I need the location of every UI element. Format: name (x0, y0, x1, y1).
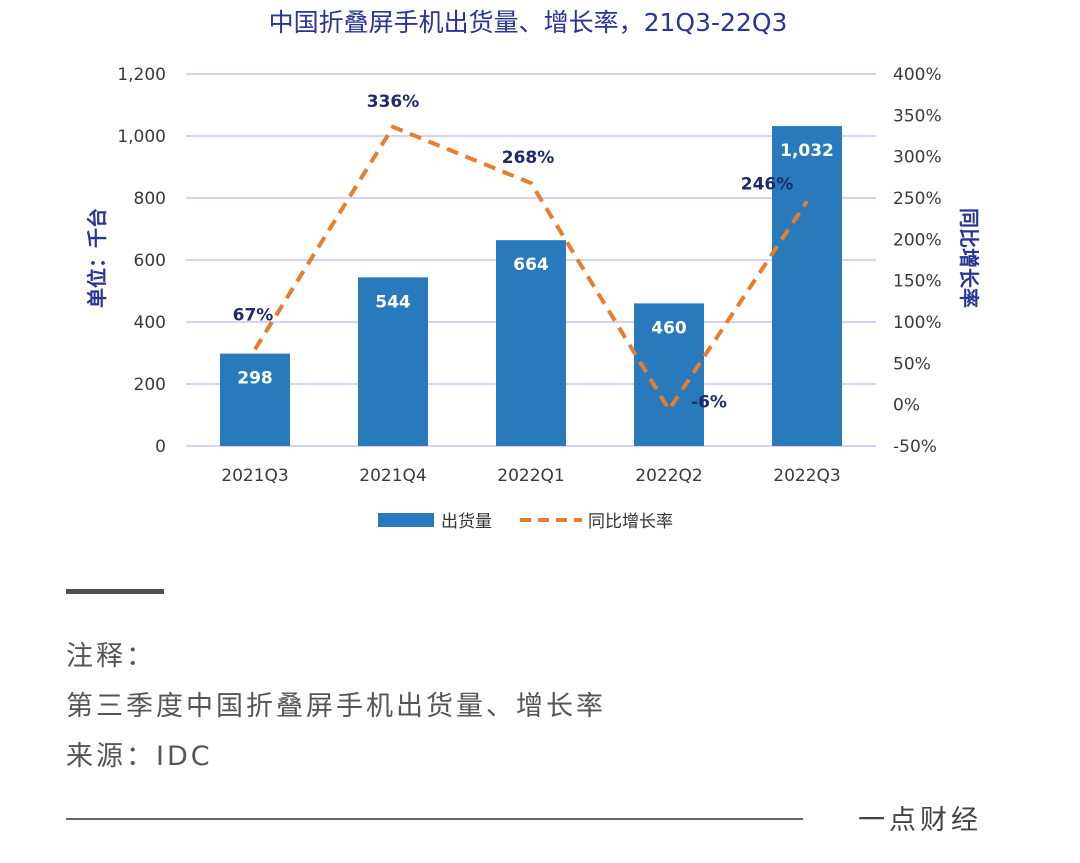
y-tick-label: 0 (155, 437, 166, 457)
line-series: 67% 336% 268% -6% 246% (233, 92, 809, 414)
y-tick-label: 600 (134, 251, 166, 271)
y-axis-right: -50% 0% 50% 100% 150% 200% 250% 300% 350% 400% (893, 65, 942, 457)
bar-series: 298 544 664 460 1,032 (220, 126, 842, 446)
notes-block: 注释： 第三季度中国折叠屏手机出货量、增长率 来源：IDC (66, 632, 606, 782)
line-data-label: 67% (233, 305, 274, 325)
y-axis-title: 单位：千台 (85, 208, 109, 308)
y2-tick-label: 250% (893, 189, 942, 209)
x-tick-label: 2022Q2 (635, 466, 702, 486)
line-data-label: 336% (367, 92, 420, 112)
bar-data-label: 544 (375, 292, 411, 312)
divider-long (66, 818, 803, 820)
y-tick-label: 1,000 (117, 127, 166, 147)
bar (220, 353, 290, 446)
bar-data-label: 1,032 (780, 141, 834, 161)
bar (634, 303, 704, 446)
x-tick-label: 2022Q1 (497, 466, 564, 486)
bar (496, 240, 566, 446)
x-tick-label: 2021Q3 (221, 466, 288, 486)
brand-name: 一点财经 (858, 805, 982, 836)
bar (772, 126, 842, 446)
y2-tick-label: 150% (893, 272, 942, 292)
legend: 出货量 同比增长率 (378, 512, 673, 532)
y-tick-label: 400 (134, 313, 166, 333)
growth-line (253, 124, 809, 414)
y2-tick-label: 350% (893, 106, 942, 126)
y-tick-label: 200 (134, 375, 166, 395)
bar-data-label: 460 (651, 318, 687, 338)
notes-heading: 注释： (66, 641, 156, 672)
legend-label-line: 同比增长率 (588, 512, 673, 532)
legend-label-bar: 出货量 (441, 512, 492, 532)
y-tick-label: 1,200 (117, 65, 166, 85)
divider-short (66, 589, 164, 594)
line-data-label: -6% (691, 393, 727, 413)
bar (358, 277, 428, 446)
x-axis: 2021Q3 2021Q4 2022Q1 2022Q2 2022Q3 (221, 466, 840, 486)
line-data-label: 268% (502, 148, 555, 168)
notes-description: 第三季度中国折叠屏手机出货量、增长率 (66, 691, 606, 722)
y2-tick-label: 400% (893, 65, 942, 85)
notes-source: 来源：IDC (66, 741, 213, 772)
x-tick-label: 2022Q3 (773, 466, 840, 486)
y-axis-left: 0 200 400 600 800 1,000 1,200 (117, 65, 166, 457)
y2-tick-label: 0% (893, 396, 920, 416)
y2-axis-title: 同比增长率 (957, 208, 981, 308)
bar-data-label: 664 (513, 255, 549, 275)
y2-tick-label: 300% (893, 148, 942, 168)
y-tick-label: 800 (134, 189, 166, 209)
y2-tick-label: 100% (893, 313, 942, 333)
chart-canvas: 中国折叠屏手机出货量、增长率，21Q3-22Q3 298 544 664 460 1,0… (85, 8, 981, 532)
chart-title: 中国折叠屏手机出货量、增长率，21Q3-22Q3 (269, 8, 788, 37)
line-data-label: 246% (741, 174, 794, 194)
bar-data-label: 298 (237, 369, 273, 389)
y2-tick-label: 50% (893, 354, 931, 374)
y2-tick-label: 200% (893, 230, 942, 250)
legend-swatch-bar (378, 513, 434, 527)
y2-tick-label: -50% (893, 437, 937, 457)
x-tick-label: 2021Q4 (359, 466, 426, 486)
